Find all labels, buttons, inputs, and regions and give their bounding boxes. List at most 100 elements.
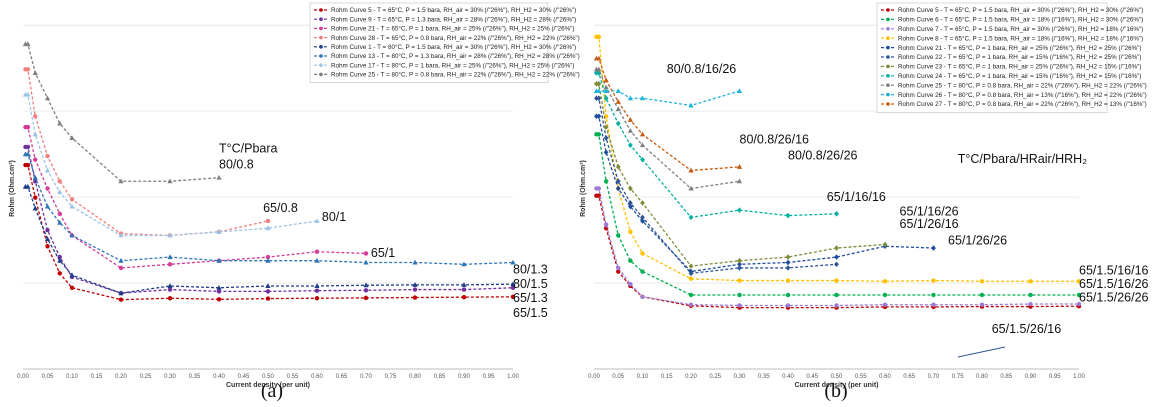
legend-entry: Rohm Curve 21 - T = 65°C, P = 1 bara, RH… [898,44,1142,52]
data-point [931,245,936,251]
data-point [25,67,31,72]
x-tick-label: 0.80 [976,374,988,380]
data-point [627,203,633,210]
curve-annotation: T°C/Pbara/HRair/HRH₂ [958,152,1087,166]
data-point [461,294,467,300]
data-point [44,236,51,242]
data-point [57,211,62,216]
data-point [265,254,271,260]
data-point [834,254,839,260]
data-point [737,257,742,264]
data-point [314,288,320,293]
curve-annotation: 65/1.5 [513,306,548,320]
x-axis-label: Current density (per unit) [794,382,878,389]
data-point [265,283,271,288]
series-line [596,72,837,219]
x-tick-label: 0.85 [434,374,446,380]
data-point [594,81,599,87]
data-point [627,117,633,122]
data-point [640,251,645,256]
legend-marker [319,17,323,22]
data-point [69,285,75,290]
data-point [167,178,173,184]
curve-annotation: 80/0.8/26/26 [788,149,858,163]
data-point [461,261,467,267]
series-line [25,164,514,301]
data-point [640,294,645,299]
data-point [57,271,62,276]
legend-marker [886,8,890,12]
data-point [1028,279,1033,284]
x-tick-label: 0.35 [758,374,770,380]
data-point [1028,301,1033,307]
caption-a: (a) [261,380,283,402]
curve-annotation: 80/1.3 [513,262,548,276]
legend-entry: Rohm Curve 6 - T = 65°C, P = 1.5 bara, R… [898,16,1143,24]
curve-annotation: 65/1.5/16/26 [1079,277,1149,291]
data-point [25,183,31,189]
series-line [25,68,269,237]
curve-annotation: 65/1/26/26 [948,233,1007,247]
data-point [596,113,602,120]
legend-marker [886,83,890,87]
data-point [314,283,320,288]
x-tick-label: 1.00 [1073,374,1085,380]
data-point [627,142,633,148]
x-tick-label: 0.40 [213,374,225,380]
data-point [412,287,418,292]
data-point [882,302,888,307]
data-point [596,34,602,40]
legend-marker [319,54,323,58]
x-tick-label: 0.45 [806,374,818,380]
data-point [167,254,173,260]
data-point [510,259,516,265]
data-point [737,207,742,213]
x-tick-label: 0.90 [1025,374,1037,380]
annotation-leader-line [957,346,1006,358]
data-point [461,282,467,287]
data-point [118,290,124,296]
legend-marker [886,64,890,69]
data-point [737,265,742,271]
data-point [265,289,271,294]
data-point [216,229,222,234]
data-point [594,95,599,102]
data-point [616,265,621,271]
data-point [596,66,602,72]
data-point [603,84,609,90]
data-point [69,203,75,209]
data-point [834,292,839,298]
data-point [594,113,599,120]
data-point [979,292,985,298]
data-point [57,189,63,195]
x-tick-label: 0.50 [831,374,843,380]
data-point [461,287,467,292]
legend-marker [319,72,323,77]
series-line [25,126,367,269]
data-point [167,283,173,288]
data-point [628,281,633,287]
curve-annotation: 65/1/16/16 [827,190,886,204]
data-point [785,292,791,298]
x-tick-label: 0.20 [115,374,127,380]
curve-annotation: 65/1 [371,246,395,260]
series-line [596,97,837,275]
curve-annotation: 65/1.5/26/16 [992,322,1062,336]
data-point [363,288,369,293]
data-point [736,164,743,169]
curve-annotation: 80/1 [322,210,346,224]
data-point [688,302,694,307]
data-point [32,174,38,180]
curve-annotation: 65/1.5/16/16 [1079,263,1149,277]
data-point [639,142,646,148]
data-point [118,265,124,271]
curve-annotation: 65/1/16/26 [900,205,959,219]
x-tick-label: 0.60 [311,374,323,380]
data-point [688,214,694,221]
legend-entry: Rohm Curve 23 - T = 65°C, P = 1 bara, RH… [898,63,1142,71]
data-point [167,232,173,238]
data-point [785,303,791,308]
data-point [627,127,633,133]
data-point [640,214,645,221]
data-point [596,70,602,76]
